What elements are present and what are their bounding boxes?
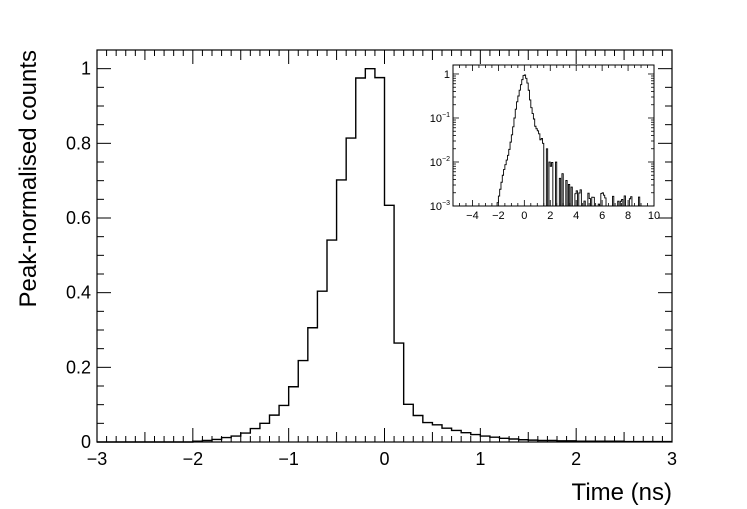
x-tick-label: −2 xyxy=(183,449,204,469)
inset-x-tick-label: −2 xyxy=(492,210,505,222)
main-x-ticks: −3 −2 −1 0 1 2 3 xyxy=(87,50,677,469)
main-histogram-line xyxy=(97,67,672,443)
inset-y-tick-label: 10−1 xyxy=(430,112,450,125)
inset-x-tick-label: 6 xyxy=(599,210,605,222)
inset-x-tick-label: −4 xyxy=(466,210,479,222)
inset-plot: −4 −2 0 2 4 6 8 10 10−3 10−2 10−1 1 xyxy=(430,64,660,222)
x-tick-label: 3 xyxy=(667,449,677,469)
x-axis-title: Time (ns) xyxy=(572,479,672,506)
y-axis-title: Peak-normalised counts xyxy=(15,50,42,307)
main-plot: −3 −2 −1 0 1 2 3 0 0.2 0.4 0.6 0.8 1 Time (ns) Peak… xyxy=(15,49,677,506)
y-tick-label: 0.6 xyxy=(66,208,91,228)
y-tick-label: 0.2 xyxy=(66,357,91,377)
y-tick-label: 0.4 xyxy=(66,283,91,303)
x-tick-label: 1 xyxy=(475,449,485,469)
inset-y-tick-label: 1 xyxy=(444,69,450,81)
y-tick-label: 0.8 xyxy=(66,133,91,153)
main-y-ticks: 0 0.2 0.4 0.6 0.8 1 xyxy=(66,49,672,452)
x-tick-label: −3 xyxy=(87,449,108,469)
inset-y-tick-label: 10−3 xyxy=(430,200,450,213)
inset-x-tick-label: 0 xyxy=(521,210,527,222)
inset-x-tick-label: 10 xyxy=(648,210,660,222)
inset-x-tick-label: 4 xyxy=(573,210,579,222)
x-tick-label: 0 xyxy=(379,449,389,469)
inset-x-tick-label: 8 xyxy=(625,210,631,222)
inset-plot-frame xyxy=(452,64,655,207)
y-tick-label: 0 xyxy=(81,432,91,452)
y-tick-label: 1 xyxy=(81,59,91,79)
inset-x-tick-label: 2 xyxy=(547,210,553,222)
x-tick-label: 2 xyxy=(571,449,581,469)
inset-histogram-line xyxy=(453,74,654,207)
inset-y-tick-label: 10−2 xyxy=(430,156,450,169)
x-tick-label: −1 xyxy=(278,449,299,469)
inset-y-ticks: 10−3 10−2 10−1 1 xyxy=(430,69,654,213)
